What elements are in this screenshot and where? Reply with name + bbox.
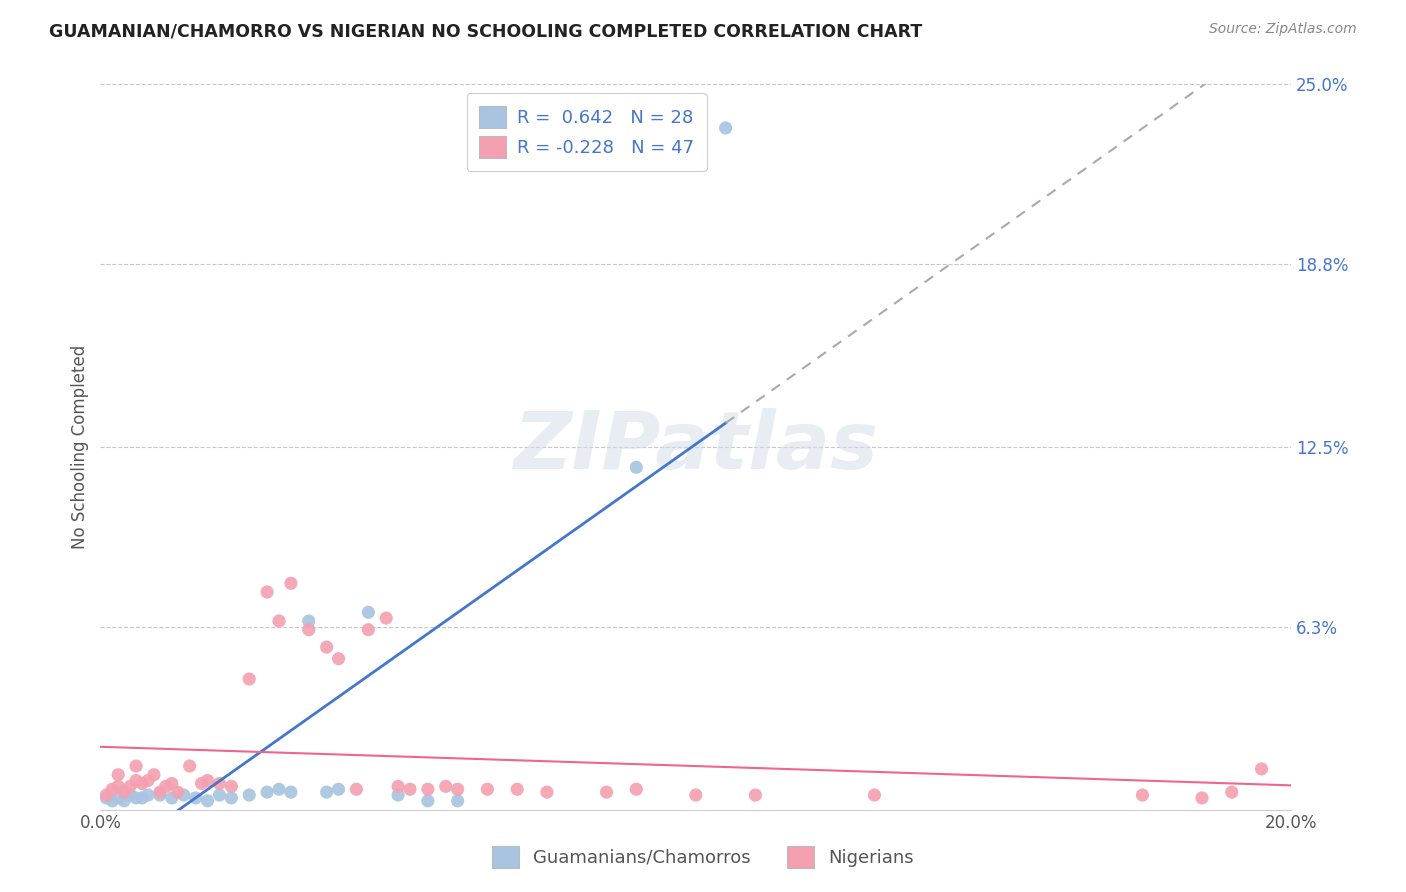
Point	[1191, 791, 1213, 805]
Point	[96, 791, 118, 805]
Point	[101, 782, 124, 797]
Point	[166, 785, 188, 799]
Point	[298, 623, 321, 637]
Legend: R =  0.642   N = 28, R = -0.228   N = 47: R = 0.642 N = 28, R = -0.228 N = 47	[467, 94, 707, 171]
Point	[197, 773, 219, 788]
Point	[131, 791, 153, 805]
Point	[238, 788, 260, 802]
Point	[328, 651, 350, 665]
Point	[112, 794, 135, 808]
Point	[256, 585, 278, 599]
Point	[267, 614, 290, 628]
Point	[1250, 762, 1272, 776]
Y-axis label: No Schooling Completed: No Schooling Completed	[72, 345, 89, 549]
Point	[107, 780, 129, 794]
Point	[477, 782, 499, 797]
Point	[357, 623, 380, 637]
Point	[131, 776, 153, 790]
Point	[595, 785, 617, 799]
Point	[399, 782, 422, 797]
Point	[626, 460, 648, 475]
Point	[221, 780, 243, 794]
Point	[434, 780, 457, 794]
Point	[446, 782, 468, 797]
Point	[155, 780, 177, 794]
Point	[136, 773, 159, 788]
Point	[96, 788, 118, 802]
Point	[160, 791, 183, 805]
Point	[107, 768, 129, 782]
Point	[280, 576, 302, 591]
Point	[280, 785, 302, 799]
Point	[197, 794, 219, 808]
Text: ZIPatlas: ZIPatlas	[513, 408, 879, 486]
Point	[1132, 788, 1154, 802]
Point	[149, 788, 172, 802]
Point	[328, 782, 350, 797]
Point	[238, 672, 260, 686]
Point	[685, 788, 707, 802]
Point	[416, 794, 439, 808]
Point	[125, 791, 148, 805]
Point	[107, 791, 129, 805]
Legend: Guamanians/Chamorros, Nigerians: Guamanians/Chamorros, Nigerians	[481, 835, 925, 879]
Point	[184, 791, 207, 805]
Text: GUAMANIAN/CHAMORRO VS NIGERIAN NO SCHOOLING COMPLETED CORRELATION CHART: GUAMANIAN/CHAMORRO VS NIGERIAN NO SCHOOL…	[49, 22, 922, 40]
Point	[446, 794, 468, 808]
Point	[863, 788, 886, 802]
Point	[1220, 785, 1243, 799]
Point	[744, 788, 766, 802]
Point	[149, 785, 172, 799]
Point	[714, 120, 737, 135]
Point	[208, 776, 231, 790]
Point	[387, 780, 409, 794]
Point	[179, 759, 201, 773]
Point	[416, 782, 439, 797]
Point	[298, 614, 321, 628]
Point	[536, 785, 558, 799]
Point	[357, 605, 380, 619]
Point	[120, 788, 142, 802]
Point	[315, 640, 337, 654]
Point	[256, 785, 278, 799]
Point	[112, 785, 135, 799]
Point	[208, 788, 231, 802]
Point	[101, 794, 124, 808]
Point	[190, 776, 212, 790]
Point	[142, 768, 165, 782]
Point	[387, 788, 409, 802]
Point	[506, 782, 529, 797]
Point	[626, 782, 648, 797]
Point	[136, 788, 159, 802]
Point	[120, 780, 142, 794]
Point	[221, 791, 243, 805]
Text: Source: ZipAtlas.com: Source: ZipAtlas.com	[1209, 22, 1357, 37]
Point	[160, 776, 183, 790]
Point	[344, 782, 367, 797]
Point	[173, 788, 195, 802]
Point	[315, 785, 337, 799]
Point	[125, 773, 148, 788]
Point	[125, 759, 148, 773]
Point	[375, 611, 398, 625]
Point	[267, 782, 290, 797]
